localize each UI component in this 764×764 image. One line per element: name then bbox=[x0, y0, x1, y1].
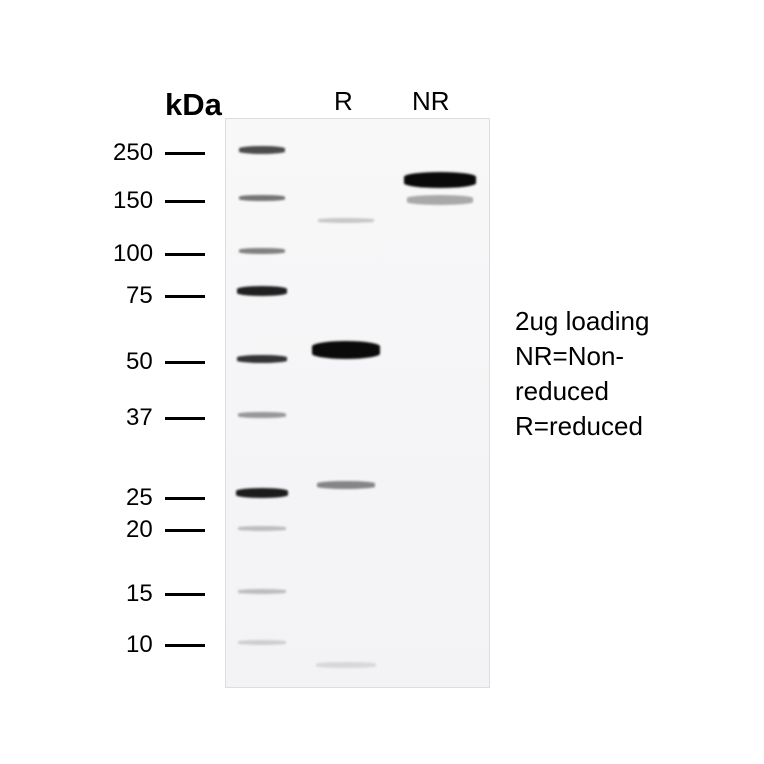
tick-label-20: 20 bbox=[126, 516, 153, 544]
annotation-line-4: R=reduced bbox=[515, 409, 649, 444]
tick-label-100: 100 bbox=[113, 240, 153, 268]
tick-mark-150 bbox=[165, 200, 205, 203]
tick-mark-20 bbox=[165, 529, 205, 532]
lane-label-NR: NR bbox=[412, 86, 450, 117]
lane-label-R: R bbox=[334, 86, 353, 117]
band-ladder-5 bbox=[238, 412, 286, 418]
band-ladder-0 bbox=[239, 146, 285, 154]
tick-label-150: 150 bbox=[113, 187, 153, 215]
annotation-text: 2ug loading NR=Non- reduced R=reduced bbox=[515, 304, 649, 444]
tick-label-50: 50 bbox=[126, 348, 153, 376]
annotation-line-3: reduced bbox=[515, 374, 649, 409]
band-ladder-2 bbox=[239, 248, 285, 254]
band-R-1 bbox=[312, 341, 380, 359]
tick-mark-250 bbox=[165, 152, 205, 155]
tick-label-15: 15 bbox=[126, 580, 153, 608]
tick-label-250: 250 bbox=[113, 139, 153, 167]
tick-label-37: 37 bbox=[126, 404, 153, 432]
tick-label-25: 25 bbox=[126, 484, 153, 512]
band-R-3 bbox=[316, 662, 376, 668]
band-ladder-9 bbox=[238, 640, 286, 645]
band-ladder-3 bbox=[237, 286, 287, 296]
y-axis-title: kDa bbox=[165, 87, 222, 123]
tick-label-10: 10 bbox=[126, 631, 153, 659]
band-ladder-1 bbox=[239, 195, 285, 201]
band-ladder-4 bbox=[237, 355, 287, 363]
tick-mark-75 bbox=[165, 295, 205, 298]
annotation-line-1: 2ug loading bbox=[515, 304, 649, 339]
band-NR-0 bbox=[404, 172, 476, 188]
band-ladder-7 bbox=[238, 526, 286, 531]
tick-mark-37 bbox=[165, 417, 205, 420]
tick-mark-25 bbox=[165, 497, 205, 500]
band-ladder-6 bbox=[236, 488, 288, 498]
band-NR-1 bbox=[407, 195, 473, 205]
band-R-0 bbox=[318, 218, 374, 223]
tick-mark-15 bbox=[165, 593, 205, 596]
tick-mark-100 bbox=[165, 253, 205, 256]
band-ladder-8 bbox=[238, 589, 286, 594]
gel-figure: kDa 2ug loading NR=Non- reduced R=reduce… bbox=[0, 0, 764, 764]
tick-label-75: 75 bbox=[126, 282, 153, 310]
tick-mark-50 bbox=[165, 361, 205, 364]
annotation-line-2: NR=Non- bbox=[515, 339, 649, 374]
tick-mark-10 bbox=[165, 644, 205, 647]
band-R-2 bbox=[317, 481, 375, 489]
